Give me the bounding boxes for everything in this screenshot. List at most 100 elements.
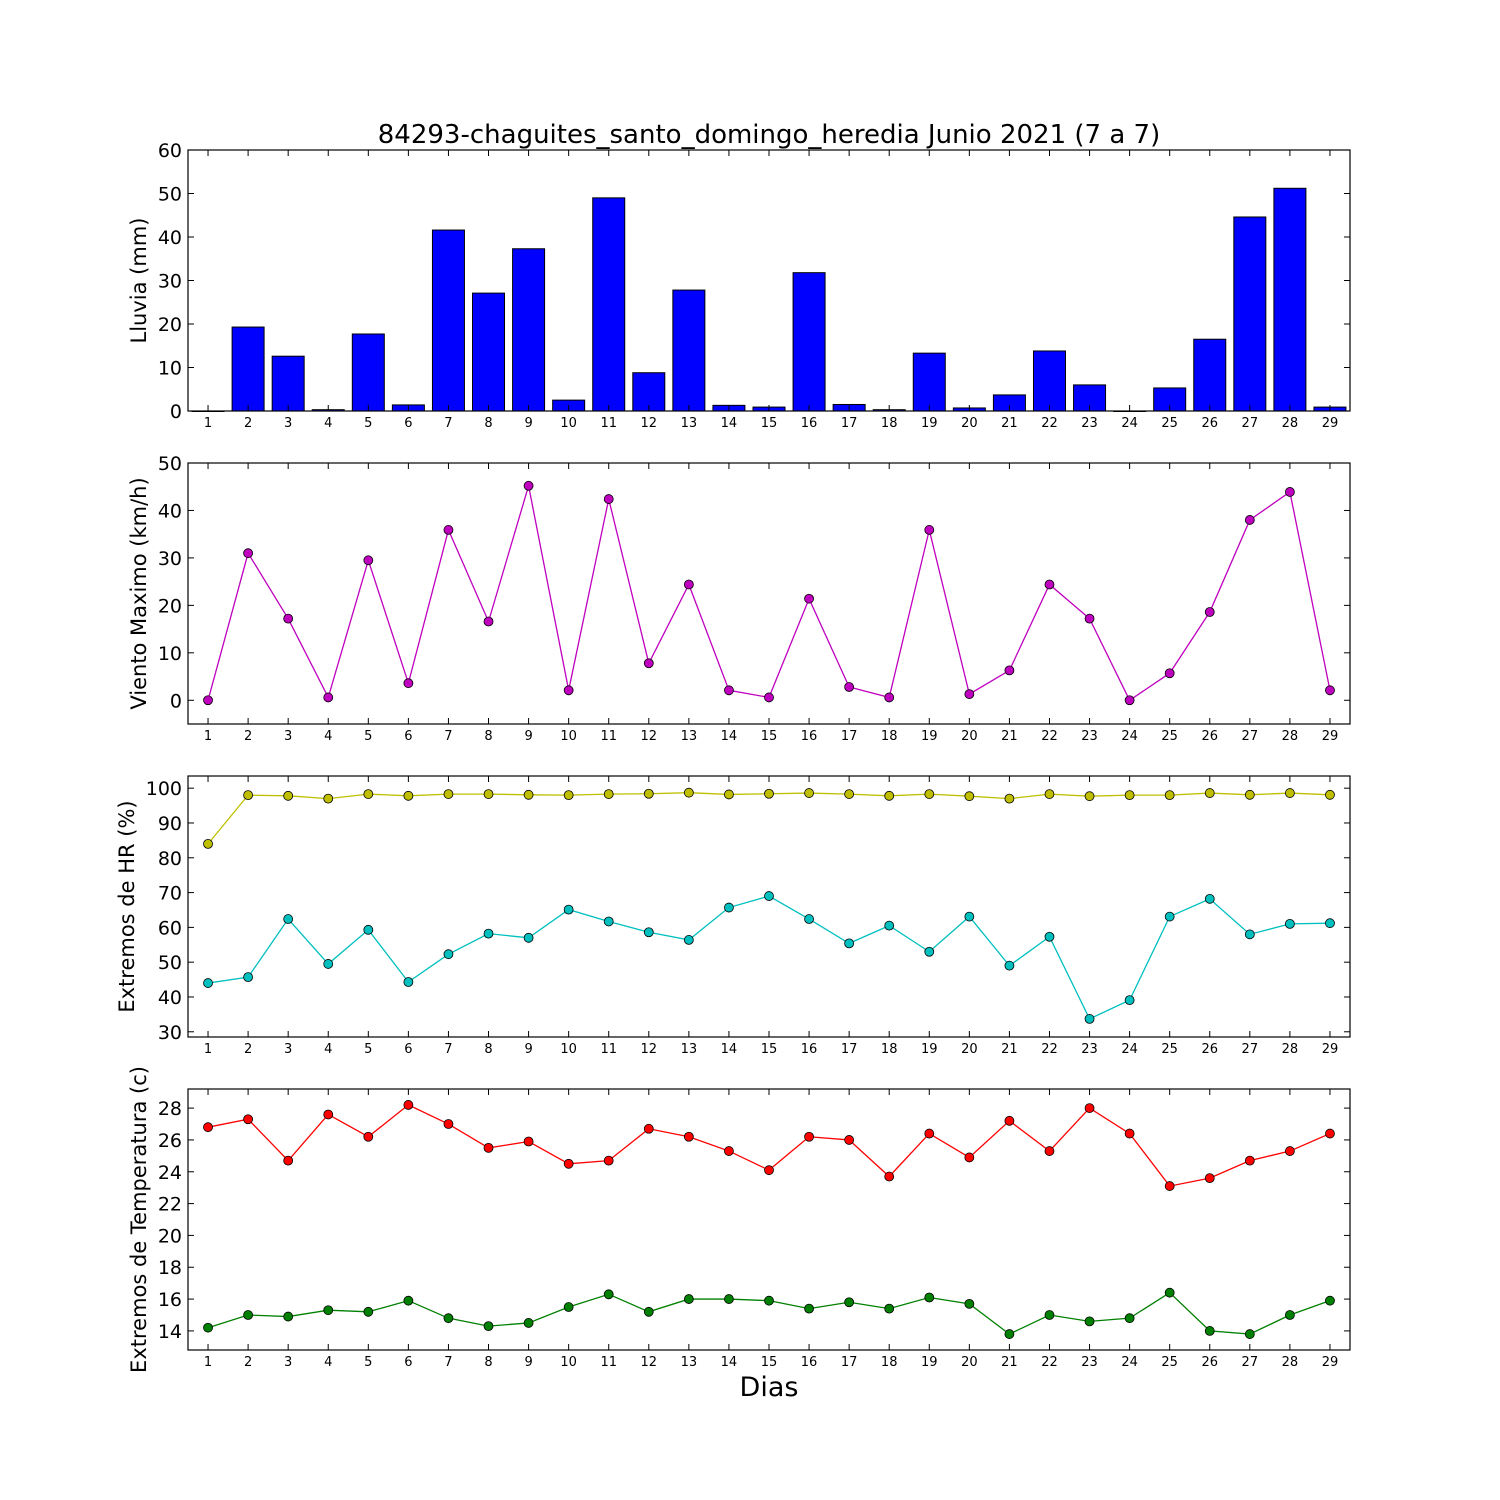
x-tick-label: 5 — [364, 729, 372, 744]
x-tick-label: 26 — [1201, 1355, 1218, 1370]
point-4-2-day-10 — [563, 1302, 574, 1312]
x-tick-label: 29 — [1322, 729, 1339, 744]
x-tick-label: 8 — [484, 416, 492, 431]
x-tick-label: 28 — [1282, 1042, 1299, 1057]
x-tick-label: 28 — [1282, 729, 1299, 744]
point-3-2-day-7 — [443, 949, 454, 960]
point-3-1-day-17 — [844, 789, 855, 799]
x-tick-label: 12 — [641, 729, 658, 744]
point-3-1-day-25 — [1164, 790, 1175, 801]
x-tick-label: 2 — [244, 416, 252, 431]
point-4-1-day-7 — [443, 1119, 454, 1129]
point-3-2-day-21 — [1004, 960, 1015, 971]
x-tick-label: 2 — [244, 1042, 252, 1057]
x-tick-label: 16 — [801, 1355, 818, 1370]
point-4-2-day-23 — [1084, 1316, 1095, 1327]
point-2-1-day-21 — [1004, 665, 1015, 676]
point-4-2-day-19 — [924, 1292, 935, 1303]
point-4-1-day-20 — [964, 1152, 975, 1163]
y-tick-label: 50 — [158, 952, 182, 974]
point-3-2-day-16 — [804, 914, 814, 924]
point-3-1-day-27 — [1244, 789, 1255, 800]
x-tick-label: 11 — [600, 1355, 617, 1370]
point-3-1-day-18 — [884, 790, 895, 801]
point-3-1-day-29 — [1325, 789, 1335, 800]
x-tick-label: 23 — [1081, 416, 1098, 431]
point-4-2-day-3 — [283, 1311, 294, 1322]
point-3-2-day-20 — [964, 911, 975, 922]
y-tick-label: 60 — [158, 917, 182, 939]
x-tick-label: 23 — [1081, 1355, 1098, 1370]
x-tick-label: 18 — [881, 1042, 898, 1057]
point-3-1-day-8 — [483, 789, 494, 799]
x-tick-label: 6 — [404, 416, 412, 431]
point-3-1-day-7 — [443, 789, 454, 799]
point-4-1-day-6 — [403, 1100, 414, 1110]
point-3-1-day-3 — [283, 790, 294, 801]
y-tick-label: 14 — [158, 1321, 182, 1343]
x-tick-label: 5 — [364, 416, 372, 431]
x-tick-label: 20 — [961, 416, 978, 431]
y-tick-label: 60 — [158, 140, 182, 162]
x-tick-label: 24 — [1121, 416, 1138, 431]
bar-day-12 — [632, 372, 666, 412]
x-tick-label: 4 — [324, 1355, 332, 1370]
point-2-1-day-24 — [1124, 695, 1135, 706]
point-2-1-day-14 — [724, 685, 734, 696]
point-4-1-day-5 — [363, 1131, 374, 1142]
x-tick-label: 20 — [961, 1042, 978, 1057]
x-tick-label: 27 — [1242, 729, 1259, 744]
point-3-1-day-6 — [403, 790, 414, 801]
x-tick-label: 12 — [641, 416, 658, 431]
x-tick-label: 24 — [1121, 1355, 1138, 1370]
x-tick-label: 6 — [404, 1355, 412, 1370]
x-tick-label: 13 — [681, 416, 698, 431]
point-3-2-day-2 — [243, 972, 254, 983]
y-axis-label-1: Lluvia (mm) — [127, 218, 151, 344]
y-tick-label: 18 — [158, 1257, 182, 1279]
point-3-1-day-22 — [1044, 789, 1055, 799]
point-4-2-day-28 — [1284, 1310, 1295, 1320]
point-3-1-day-23 — [1084, 791, 1095, 802]
x-tick-label: 8 — [484, 1042, 492, 1057]
point-2-1-day-4 — [323, 692, 334, 703]
point-4-2-day-26 — [1204, 1326, 1215, 1336]
point-3-2-day-6 — [403, 977, 414, 987]
x-tick-label: 15 — [761, 1355, 778, 1370]
point-2-1-day-17 — [844, 682, 855, 692]
point-2-1-day-28 — [1284, 487, 1295, 497]
x-tick-label: 21 — [1001, 416, 1018, 431]
x-tick-label: 9 — [524, 729, 532, 744]
x-tick-label: 1 — [204, 1042, 212, 1057]
bar-day-22 — [1032, 350, 1066, 412]
point-2-1-day-9 — [523, 480, 534, 491]
x-tick-label: 12 — [641, 1355, 658, 1370]
y-tick-label: 16 — [158, 1289, 182, 1311]
point-2-1-day-12 — [643, 658, 654, 669]
point-2-1-day-23 — [1084, 613, 1095, 624]
point-4-2-day-12 — [643, 1306, 654, 1317]
x-tick-label: 3 — [284, 729, 292, 744]
x-tick-label: 10 — [560, 1042, 577, 1057]
y-tick-label: 0 — [170, 401, 182, 423]
point-4-1-day-8 — [483, 1142, 494, 1153]
y-tick-label: 24 — [158, 1162, 182, 1184]
point-2-1-day-29 — [1325, 685, 1335, 696]
point-3-2-day-5 — [363, 924, 374, 935]
point-3-2-day-3 — [283, 914, 294, 924]
point-3-1-day-24 — [1124, 790, 1135, 801]
y-tick-label: 50 — [158, 184, 182, 206]
point-4-2-day-21 — [1004, 1329, 1015, 1339]
x-tick-label: 18 — [881, 729, 898, 744]
x-tick-label: 1 — [204, 416, 212, 431]
point-4-1-day-4 — [323, 1109, 334, 1120]
x-tick-label: 3 — [284, 1042, 292, 1057]
point-4-1-day-26 — [1204, 1173, 1215, 1184]
x-tick-label: 4 — [324, 1042, 332, 1057]
x-tick-label: 22 — [1041, 416, 1058, 431]
point-3-2-day-17 — [844, 938, 855, 949]
point-3-2-day-10 — [563, 904, 574, 915]
point-3-1-day-12 — [643, 788, 654, 799]
point-2-1-day-10 — [563, 685, 574, 696]
x-tick-label: 12 — [641, 1042, 658, 1057]
